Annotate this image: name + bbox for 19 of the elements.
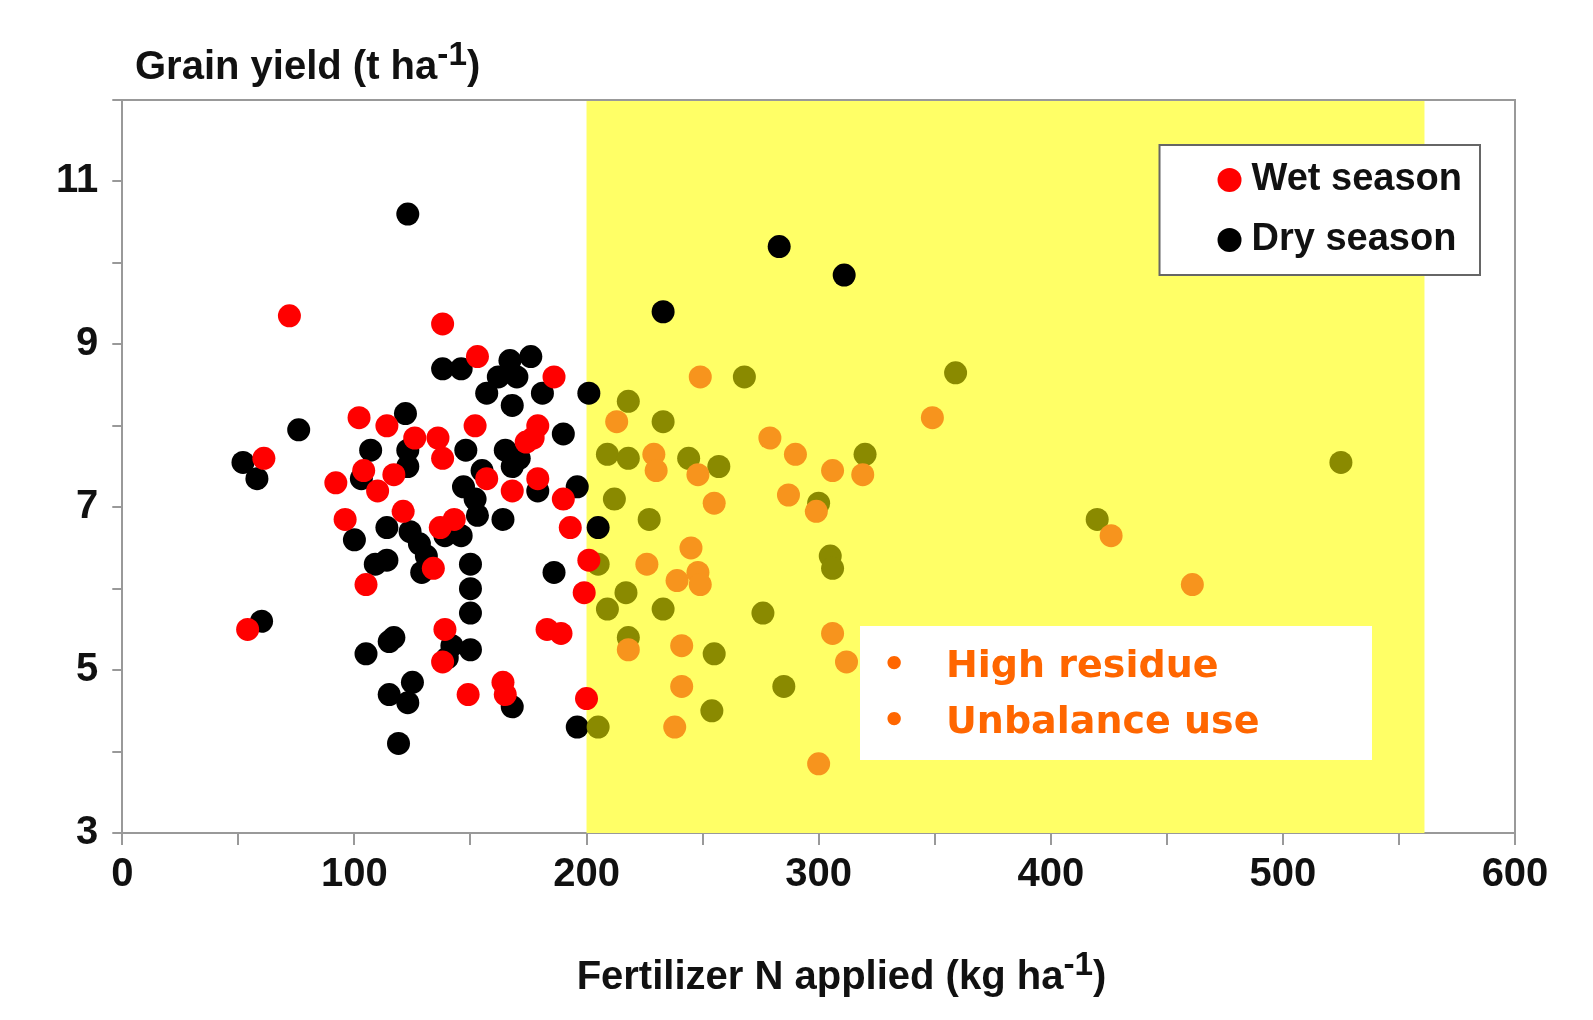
x-tick-label: 400 [1017,850,1085,895]
legend-label: Wet season [1251,156,1462,199]
x-tick-label: 100 [321,850,388,895]
y-tick-label: 9 [76,319,99,364]
x-tick-label: 200 [553,850,620,895]
x-tick-label: 300 [785,850,853,895]
y-tick-label: 5 [76,645,99,690]
x-tick-label: 0 [111,850,134,895]
x-tick-label: 600 [1481,850,1549,895]
y-tick-label: 11 [55,156,99,201]
legend-label: Dry season [1251,216,1457,259]
annotation: • Unbalance use [881,697,1261,744]
y-axis-title: Grain yield (t ha$^{-1}$) [135,35,481,89]
x-axis-title: Fertilizer N applied (kg ha$^{-1}$) [575,945,1108,999]
x-tick-label: 500 [1249,850,1317,895]
note-box: • High residue • Unbalance use [860,626,1372,760]
y-tick-label: 3 [76,808,99,853]
y-tick-label: 7 [76,482,99,527]
annotation: • High residue [881,641,1220,688]
